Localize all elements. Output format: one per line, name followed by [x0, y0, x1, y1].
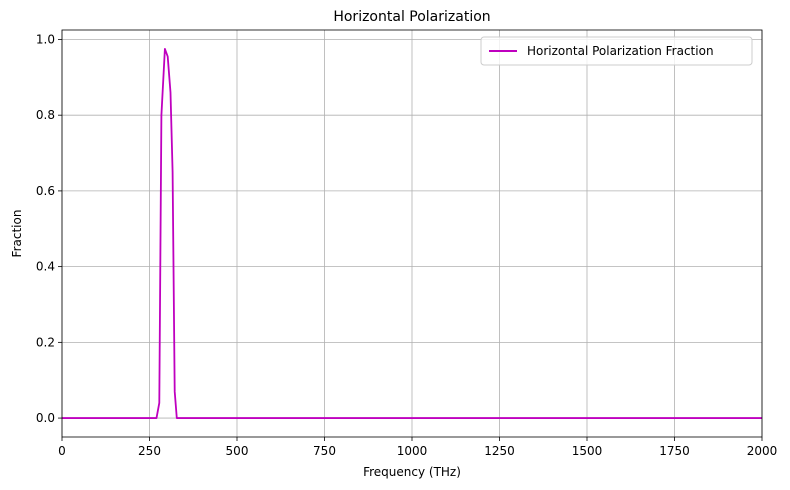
x-tick-label: 500	[226, 444, 249, 458]
x-axis-label: Frequency (THz)	[363, 465, 461, 479]
y-tick-label: 0.2	[36, 335, 55, 349]
legend: Horizontal Polarization Fraction	[480, 36, 753, 66]
x-tick-label: 750	[313, 444, 336, 458]
x-tick-label: 1000	[397, 444, 428, 458]
x-tick-label: 1500	[572, 444, 603, 458]
legend-box	[480, 36, 753, 66]
x-axis-ticks: 0 250 500 750 1000 1250 1500 1750 2000	[58, 437, 777, 458]
x-tick-label: 1250	[484, 444, 515, 458]
y-tick-label: 0.4	[36, 260, 55, 274]
y-axis-label: Fraction	[10, 210, 24, 258]
y-tick-label: 0.6	[36, 184, 55, 198]
x-tick-label: 0	[58, 444, 66, 458]
x-tick-label: 1750	[659, 444, 690, 458]
x-tick-label: 2000	[747, 444, 778, 458]
series-line	[62, 48, 762, 419]
x-tick-label: 250	[138, 444, 161, 458]
plot-area	[62, 48, 762, 419]
y-axis-ticks: 0.0 0.2 0.4 0.6 0.8 1.0	[36, 32, 62, 425]
grid	[61, 30, 763, 437]
y-tick-label: 1.0	[36, 32, 55, 46]
chart-title: Horizontal Polarization	[333, 9, 490, 25]
legend-entry: Horizontal Polarization Fraction	[527, 44, 714, 58]
y-tick-label: 0.8	[36, 108, 55, 122]
y-tick-label: 0.0	[36, 411, 55, 425]
